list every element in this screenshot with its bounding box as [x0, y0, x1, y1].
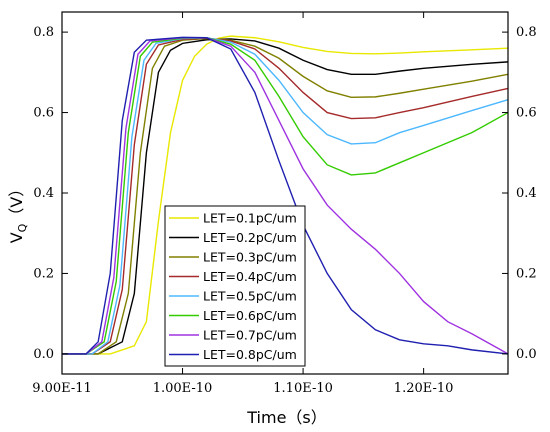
series-line-7 — [62, 37, 509, 355]
svg-text:VQ（V）: VQ（V） — [7, 181, 29, 244]
legend-label-5: LET=0.5pC/um — [203, 289, 297, 304]
x-tick-label-4: 1.20E-10 — [394, 381, 454, 396]
legend-box — [164, 205, 306, 367]
y-tick-label-left-4: 0.6 — [33, 106, 54, 121]
legend-label-4: LET=0.4pC/um — [203, 269, 297, 284]
y-tick-label-right-5: 0.8 — [516, 25, 537, 40]
legend-label-3: LET=0.3pC/um — [203, 250, 297, 265]
y-tick-label-left-5: 0.8 — [33, 25, 54, 40]
ticks-layer: 9.00E-11 1.00E-10 1.10E-10 1.20E-10 0.0 0.0 0.… — [32, 12, 537, 396]
legend-label-7: LET=0.7pC/um — [203, 328, 297, 343]
y-axis-title-sub: Q — [16, 223, 29, 232]
y-tick-label-right-4: 0.6 — [516, 106, 537, 121]
y-axis-title-main: V — [7, 232, 26, 243]
legend-label-8: LET=0.8pC/um — [203, 347, 297, 362]
x-tick-label-1: 9.00E-11 — [32, 381, 92, 396]
series-line-8 — [62, 36, 509, 355]
series-line-1 — [62, 35, 509, 355]
series-line-2 — [62, 38, 509, 355]
series-line-6 — [62, 37, 509, 355]
series-layer — [62, 35, 509, 355]
y-axis-title: VQ（V） — [7, 181, 29, 244]
y-tick-label-left-3: 0.4 — [33, 186, 54, 201]
y-tick-label-left-2: 0.2 — [33, 266, 54, 281]
series-line-3 — [62, 37, 509, 355]
y-axis-title-unit: （V） — [7, 181, 26, 224]
y-tick-label-right-2: 0.2 — [516, 266, 537, 281]
x-tick-label-2: 1.00E-10 — [153, 381, 213, 396]
legend-label-6: LET=0.6pC/um — [203, 308, 297, 323]
y-tick-label-right-1: 0.0 — [516, 347, 537, 362]
legend-label-2: LET=0.2pC/um — [203, 230, 297, 245]
y-tick-label-left-1: 0.0 — [33, 347, 54, 362]
y-tick-label-right-3: 0.4 — [516, 186, 537, 201]
x-axis-title: Time（s） — [246, 408, 327, 427]
series-line-5 — [62, 37, 509, 355]
legend-label-1: LET=0.1pC/um — [203, 211, 297, 226]
series-line-4 — [62, 37, 509, 355]
x-tick-label-3: 1.10E-10 — [273, 381, 333, 396]
legend: LET=0.1pC/um LET=0.2pC/um LET=0.3pC/um LET=… — [164, 205, 306, 367]
